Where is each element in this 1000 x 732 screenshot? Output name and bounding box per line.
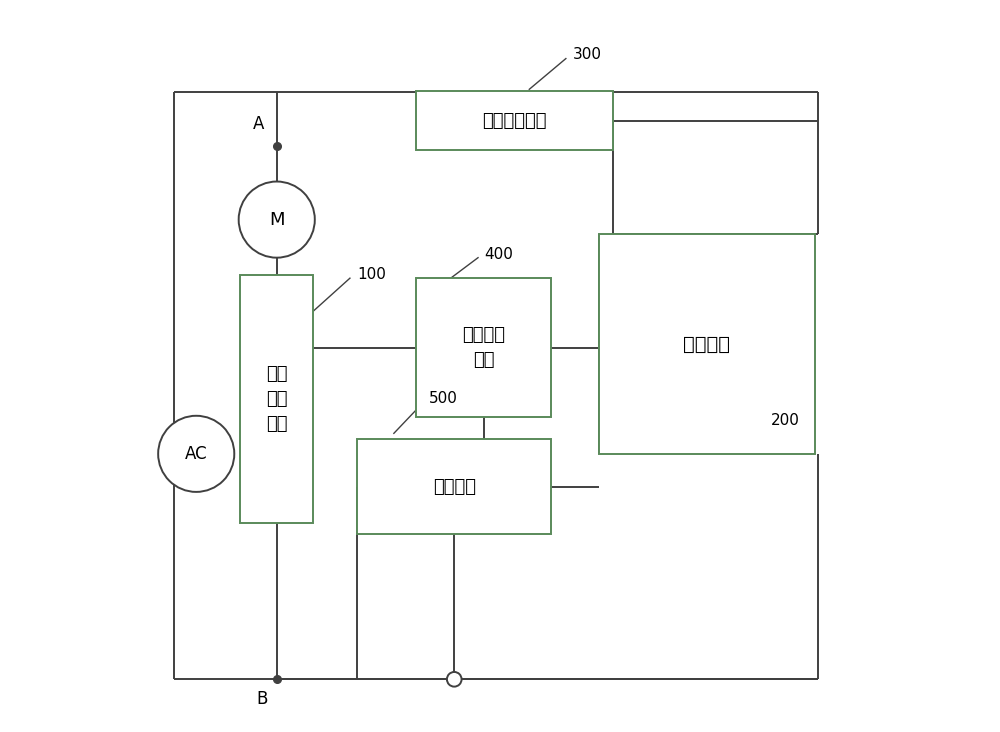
Bar	[416, 278, 551, 417]
Text: A: A	[253, 115, 264, 133]
Text: M: M	[269, 211, 284, 228]
Bar	[599, 234, 815, 454]
Bar	[416, 92, 613, 150]
Text: 整流电路: 整流电路	[683, 335, 730, 354]
Text: 100: 100	[357, 267, 386, 282]
Text: 300: 300	[573, 48, 602, 62]
Circle shape	[239, 182, 315, 258]
Circle shape	[158, 416, 234, 492]
Text: 200: 200	[771, 414, 800, 428]
Text: 400: 400	[484, 247, 513, 261]
Text: 500: 500	[429, 392, 458, 406]
Text: AC: AC	[185, 445, 208, 463]
Text: B: B	[256, 690, 268, 709]
Bar	[357, 439, 551, 534]
Text: 磁传感器: 磁传感器	[433, 478, 476, 496]
Text: 开关控制
电路: 开关控制 电路	[462, 326, 505, 369]
Text: 第一压降电路: 第一压降电路	[482, 112, 547, 130]
Bar	[240, 274, 313, 523]
Text: 双向
交流
开关: 双向 交流 开关	[266, 365, 287, 433]
Circle shape	[447, 672, 462, 687]
